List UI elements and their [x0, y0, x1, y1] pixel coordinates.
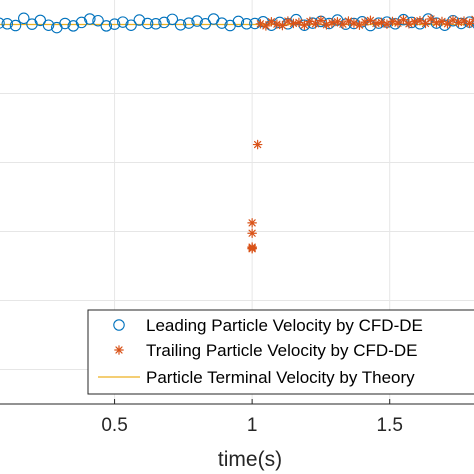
trailing-point: [453, 17, 464, 28]
trailing-point: [247, 243, 257, 254]
trailing-series: [247, 14, 474, 254]
leading-point: [216, 17, 228, 29]
leading-point: [191, 15, 203, 27]
leading-point: [166, 13, 179, 26]
trailing-point: [442, 19, 453, 29]
leading-point: [141, 17, 154, 30]
leading-point: [150, 18, 162, 30]
trailing-point: [272, 19, 282, 29]
leading-point: [42, 19, 55, 31]
leading-point: [183, 17, 195, 29]
trailing-point: [431, 17, 442, 28]
leading-point: [232, 15, 245, 28]
trailing-point: [464, 18, 474, 29]
trailing-point: [247, 218, 257, 228]
leading-point: [117, 16, 129, 28]
leading-point: [1, 18, 14, 30]
trailing-point: [316, 15, 326, 26]
trailing-point: [252, 139, 263, 150]
trailing-point: [470, 15, 474, 23]
x-tick-label: 0.5: [101, 415, 127, 436]
leading-point: [84, 13, 96, 25]
x-ticks: 0.5 1 1.5: [101, 399, 403, 436]
legend-label-leading: Leading Particle Velocity by CFD-DE: [146, 316, 423, 335]
leading-point: [133, 14, 146, 26]
leading-point: [0, 17, 5, 29]
legend-marker-trailing: [114, 345, 124, 355]
legend-box: [87, 309, 474, 395]
leading-point: [9, 19, 22, 32]
legend-asterisk: [114, 345, 124, 355]
leading-point: [18, 12, 30, 25]
leading-point: [67, 20, 80, 32]
legend: Leading Particle Velocity by CFD-DE Trai…: [87, 309, 474, 395]
trailing-point: [261, 21, 271, 31]
trailing-point: [420, 18, 431, 29]
trailing-point: [299, 20, 310, 30]
legend-label-theory: Particle Terminal Velocity by Theory: [146, 368, 415, 387]
leading-point: [100, 20, 113, 32]
trailing-point: [382, 19, 392, 29]
legend-label-trailing: Trailing Particle Velocity by CFD-DE: [146, 341, 417, 360]
trailing-point: [426, 14, 436, 24]
trailing-point: [247, 228, 257, 239]
leading-point: [125, 19, 137, 31]
trailing-point: [277, 20, 288, 31]
leading-point: [92, 14, 104, 27]
x-tick-label: 1: [247, 415, 258, 436]
leading-point: [108, 18, 121, 30]
leading-point: [59, 17, 71, 30]
x-axis-label: time(s): [218, 448, 282, 471]
leading-point: [207, 13, 220, 25]
leading-point: [158, 16, 170, 29]
x-tick-label: 1.5: [376, 415, 402, 436]
leading-point: [75, 16, 88, 29]
leading-point: [174, 19, 187, 31]
leading-point: [240, 18, 253, 30]
leading-point: [471, 19, 474, 29]
legend-marker-leading: [113, 319, 125, 331]
trailing-point: [398, 14, 409, 25]
